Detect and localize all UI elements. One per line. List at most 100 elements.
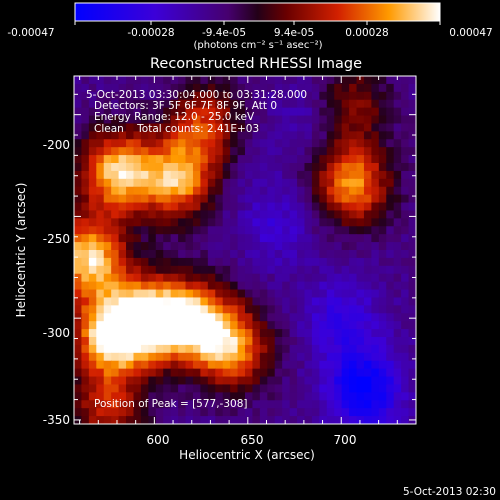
heatmap-cell	[297, 281, 306, 291]
heatmap-cell	[349, 297, 358, 306]
heatmap-cell	[274, 170, 283, 180]
heatmap-cell	[74, 210, 83, 219]
heatmap-cell	[319, 107, 328, 117]
heatmap-cell	[185, 321, 194, 330]
heatmap-cell	[185, 289, 194, 299]
heatmap-cell	[386, 281, 395, 291]
heatmap-cell	[155, 178, 164, 188]
heatmap-cell	[356, 107, 365, 117]
heatmap-cell	[408, 337, 416, 346]
heatmap-cell	[207, 202, 216, 212]
heatmap-cell	[96, 234, 105, 243]
heatmap-cell	[282, 91, 291, 101]
heatmap-cell	[289, 416, 298, 424]
heatmap-cell	[230, 242, 239, 251]
heatmap-cell	[148, 139, 157, 148]
heatmap-cell	[341, 344, 350, 354]
heatmap-cell	[408, 163, 416, 172]
heatmap-cell	[230, 76, 239, 85]
heatmap-cell	[81, 210, 90, 219]
heatmap-cell	[118, 337, 127, 346]
heatmap-cell	[88, 147, 97, 156]
heatmap-cell	[349, 170, 358, 180]
heatmap-cell	[163, 139, 172, 148]
heatmap-cell	[289, 115, 298, 125]
heatmap-cell	[111, 289, 120, 299]
heatmap-cell	[88, 131, 97, 140]
heatmap-cell	[341, 202, 350, 212]
heatmap-cell	[334, 123, 343, 132]
heatmap-cell	[230, 170, 239, 180]
heatmap-cell	[363, 344, 372, 354]
heatmap-cell	[334, 265, 343, 275]
heatmap-cell	[341, 368, 350, 378]
heatmap-cell	[81, 416, 90, 424]
heatmap-cell	[74, 107, 83, 117]
heatmap-cell	[192, 99, 201, 109]
heatmap-cell	[155, 155, 164, 164]
heatmap-cell	[237, 337, 246, 346]
heatmap-cell	[319, 305, 328, 314]
heatmap-cell	[289, 178, 298, 188]
heatmap-cell	[207, 257, 216, 267]
heatmap-cell	[245, 297, 254, 306]
heatmap-cell	[185, 76, 194, 85]
heatmap-cell	[103, 76, 112, 85]
heatmap-cell	[81, 368, 90, 378]
heatmap-cell	[319, 163, 328, 172]
heatmap-cell	[259, 218, 268, 227]
heatmap-cell	[155, 218, 164, 227]
heatmap-cell	[401, 400, 410, 409]
heatmap-cell	[245, 305, 254, 314]
heatmap-cell	[282, 242, 291, 251]
heatmap-cell	[126, 408, 135, 417]
heatmap-cell	[192, 226, 201, 235]
heatmap-cell	[356, 305, 365, 314]
heatmap-cell	[408, 107, 416, 117]
heatmap-cell	[133, 115, 142, 125]
heatmap-cell	[245, 226, 254, 235]
heatmap-cell	[349, 337, 358, 346]
heatmap-cell	[401, 352, 410, 362]
heatmap-cell	[111, 99, 120, 109]
heatmap-cell	[96, 139, 105, 148]
heatmap-cell	[170, 321, 179, 330]
heatmap-cell	[215, 202, 224, 212]
heatmap-cell	[319, 368, 328, 378]
heatmap-cell	[408, 257, 416, 267]
heatmap-cell	[297, 265, 306, 275]
heatmap-cell	[215, 313, 224, 322]
heatmap-cell	[356, 218, 365, 227]
heatmap-cell	[297, 257, 306, 267]
heatmap-cell	[274, 163, 283, 172]
heatmap-cell	[163, 155, 172, 164]
heatmap-cell	[200, 91, 209, 101]
heatmap-cell	[401, 99, 410, 109]
heatmap-cell	[349, 360, 358, 370]
heatmap-cell	[88, 202, 97, 212]
heatmap-cell	[304, 344, 313, 354]
heatmap-cell	[126, 416, 135, 424]
heatmap-cell	[259, 76, 268, 85]
heatmap-cell	[81, 352, 90, 362]
heatmap-cell	[200, 139, 209, 148]
heatmap-cell	[192, 170, 201, 180]
heatmap-cell	[252, 408, 261, 417]
heatmap-cell	[408, 376, 416, 386]
heatmap-cell	[267, 76, 276, 85]
heatmap-cell	[349, 186, 358, 196]
heatmap-cell	[393, 83, 402, 93]
heatmap-cell	[178, 210, 187, 219]
heatmap-cell	[118, 265, 127, 275]
colorbar-tick-label: 9.4e-05	[274, 27, 314, 39]
heatmap-cell	[207, 250, 216, 259]
heatmap-cell	[215, 123, 224, 132]
heatmap-cell	[222, 273, 231, 283]
heatmap-cell	[252, 376, 261, 386]
heatmap-cell	[334, 250, 343, 259]
heatmap-cell	[170, 139, 179, 148]
heatmap-cell	[341, 384, 350, 393]
heatmap-cell	[304, 115, 313, 125]
heatmap-cell	[96, 99, 105, 109]
heatmap-cell	[356, 115, 365, 125]
